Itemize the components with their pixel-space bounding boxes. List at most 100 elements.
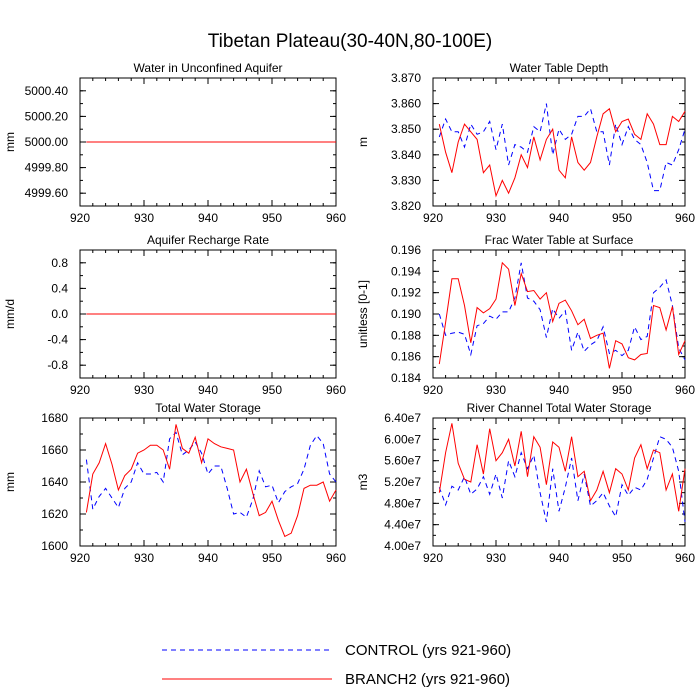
legend-control-label: CONTROL (yrs 921-960) (345, 642, 511, 659)
x-tick-label: 920 (70, 551, 90, 565)
x-tick-label: 950 (262, 551, 282, 565)
y-tick-label: 3.840 (391, 148, 421, 162)
y-axis-label: m3 (356, 473, 370, 490)
figure-title: Tibetan Plateau(30-40N,80-100E) (208, 31, 492, 52)
y-tick-label: 0.196 (391, 243, 421, 257)
y-tick-label: 0.192 (391, 286, 421, 300)
branch2-line (438, 261, 686, 369)
x-tick-label: 950 (612, 211, 632, 225)
branch2-line (438, 423, 686, 512)
panels: Water in Unconfined Aquifer mm 920 930 940 95… (3, 61, 695, 565)
y-tick-label: -0.8 (47, 358, 68, 372)
y-tick-label: 3.830 (391, 173, 421, 187)
x-tick-label: 960 (326, 383, 346, 397)
y-tick-label: 0.0 (51, 307, 68, 321)
branch2-line (438, 107, 686, 198)
panel-5: Total Water Storage mm 920 930 940 950 960 1600… (3, 401, 346, 565)
x-tick-label: 930 (486, 383, 506, 397)
panel-title: Aquifer Recharge Rate (147, 233, 269, 247)
x-tick-label: 960 (326, 551, 346, 565)
x-tick-label: 930 (486, 551, 506, 565)
x-tick-label: 960 (675, 211, 695, 225)
x-tick-label: 940 (198, 383, 218, 397)
y-tick-label: 6.00e7 (384, 432, 421, 446)
y-tick-label: 3.850 (391, 122, 421, 136)
x-tick-label: 920 (423, 211, 443, 225)
x-tick-label: 920 (423, 551, 443, 565)
y-tick-label: -0.4 (47, 333, 68, 347)
x-tick-label: 940 (549, 383, 569, 397)
x-tick-label: 930 (134, 551, 154, 565)
y-tick-label: 1620 (41, 507, 68, 521)
y-tick-label: 4.80e7 (384, 496, 421, 510)
y-tick-label: 3.820 (391, 199, 421, 213)
legend-branch-label: BRANCH2 (yrs 921-960) (345, 671, 510, 688)
x-tick-label: 920 (423, 383, 443, 397)
y-tick-label: 1600 (41, 539, 68, 553)
panel-2: Water Table Depth m 920 930 940 950 960 3.820 3.… (356, 61, 695, 225)
y-tick-label: 5000.00 (25, 135, 69, 149)
y-tick-label: 0.186 (391, 350, 421, 364)
y-axis-label: mm (3, 132, 17, 152)
panel-title: Water Table Depth (510, 61, 609, 75)
control-line (85, 431, 337, 519)
y-axis-label: m (356, 137, 370, 147)
x-tick-label: 960 (675, 383, 695, 397)
x-tick-label: 960 (675, 551, 695, 565)
y-tick-label: 6.40e7 (384, 411, 421, 425)
y-tick-label: 5000.20 (25, 109, 69, 123)
y-tick-label: 4.00e7 (384, 539, 421, 553)
panel-3: Aquifer Recharge Rate mm/d 920 930 940 950 960… (3, 233, 346, 397)
x-tick-label: 940 (549, 551, 569, 565)
y-tick-label: 0.188 (391, 328, 421, 342)
panel-title: Total Water Storage (155, 401, 261, 415)
x-tick-label: 950 (612, 383, 632, 397)
x-tick-label: 950 (612, 551, 632, 565)
y-tick-label: 4.40e7 (384, 518, 421, 532)
panel-title: River Channel Total Water Storage (467, 401, 652, 415)
x-tick-label: 950 (262, 383, 282, 397)
y-tick-label: 0.184 (391, 371, 421, 385)
y-tick-label: 0.4 (51, 281, 68, 295)
panel-4: Frac Water Table at Surface unitless [0-1… (356, 233, 695, 397)
x-tick-label: 950 (262, 211, 282, 225)
y-axis-label: mm/d (3, 299, 17, 329)
panel-1: Water in Unconfined Aquifer mm 920 930 940 95… (3, 61, 346, 225)
x-tick-label: 930 (134, 383, 154, 397)
y-tick-label: 3.860 (391, 97, 421, 111)
control-line (438, 103, 686, 192)
y-tick-label: 1680 (41, 411, 68, 425)
panel-6: River Channel Total Water Storage m3 920 93… (356, 401, 695, 565)
panel-title: Frac Water Table at Surface (485, 233, 634, 247)
y-tick-label: 5000.40 (25, 84, 69, 98)
x-tick-label: 920 (70, 211, 90, 225)
plot-frame (79, 417, 337, 547)
y-axis-label: mm (3, 472, 17, 492)
y-tick-label: 0.8 (51, 256, 68, 270)
branch2-line (85, 424, 337, 538)
x-tick-label: 930 (486, 211, 506, 225)
y-tick-label: 0.190 (391, 307, 421, 321)
panel-title: Water in Unconfined Aquifer (134, 61, 283, 75)
legend: CONTROL (yrs 921-960) BRANCH2 (yrs 921-9… (162, 642, 511, 688)
control-line (438, 436, 686, 523)
x-tick-label: 940 (198, 551, 218, 565)
plot-frame (432, 249, 686, 379)
x-tick-label: 930 (134, 211, 154, 225)
x-tick-label: 920 (70, 383, 90, 397)
plot-frame (432, 77, 686, 207)
y-tick-label: 1640 (41, 475, 68, 489)
y-axis-label: unitless [0-1] (356, 280, 370, 348)
x-tick-label: 960 (326, 211, 346, 225)
control-line (438, 262, 686, 361)
y-tick-label: 5.20e7 (384, 475, 421, 489)
y-tick-label: 5.60e7 (384, 454, 421, 468)
y-tick-label: 0.194 (391, 264, 421, 278)
y-tick-label: 3.870 (391, 71, 421, 85)
x-tick-label: 940 (198, 211, 218, 225)
y-tick-label: 1660 (41, 443, 68, 457)
y-tick-label: 4999.60 (25, 186, 69, 200)
x-tick-label: 940 (549, 211, 569, 225)
y-tick-label: 4999.80 (25, 161, 69, 175)
